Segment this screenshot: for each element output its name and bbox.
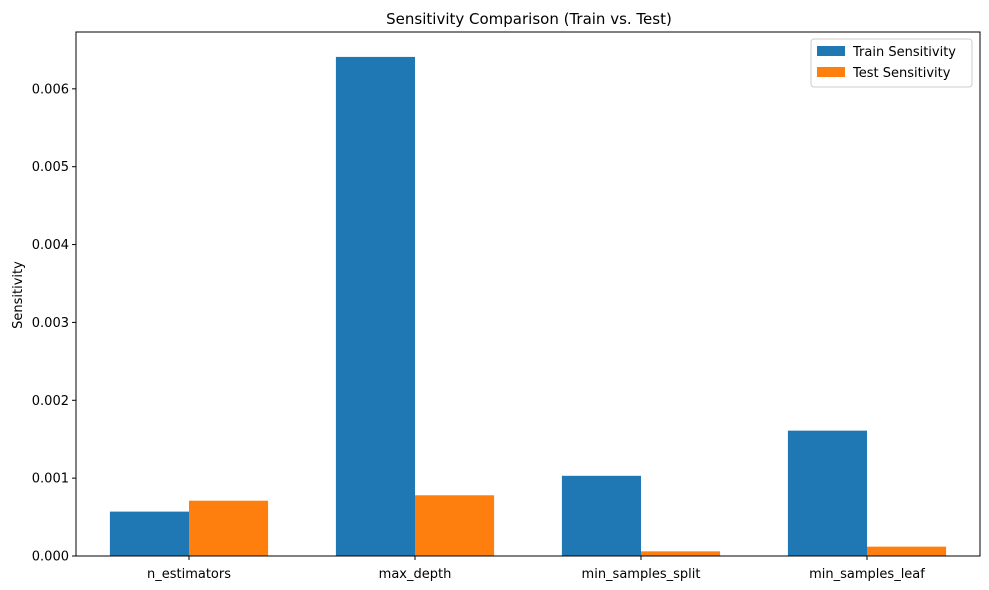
- bar-test-min-samples-leaf: [867, 546, 947, 556]
- bar-test-n-estimators: [189, 500, 269, 556]
- x-tick-label-min-samples-leaf: min_samples_leaf: [809, 567, 925, 582]
- x-tick-label-min-samples-split: min_samples_split: [582, 567, 701, 582]
- y-tick-label: 0.006: [32, 82, 69, 97]
- axes-frame: [75, 31, 981, 557]
- y-tick-label: 0.005: [32, 160, 69, 175]
- plot-area: 0.000 0.001 0.002 0.003 0.004 0.005 0.006 n_est…: [32, 31, 981, 582]
- bar-test-max-depth: [415, 495, 495, 556]
- legend-swatch-test: [817, 67, 845, 77]
- bar-train-n-estimators: [109, 511, 189, 556]
- y-axis-title: Sensitivity: [11, 261, 26, 329]
- x-tick-label-max-depth: max_depth: [379, 567, 452, 582]
- bar-train-min-samples-leaf: [787, 430, 867, 556]
- y-tick-label: 0.000: [32, 550, 69, 565]
- bar-train-min-samples-split: [561, 475, 641, 556]
- y-tick-label: 0.003: [32, 316, 69, 331]
- y-tick-label: 0.001: [32, 472, 69, 487]
- y-tick-label: 0.004: [32, 238, 69, 253]
- legend-label-test: Test Sensitivity: [852, 66, 951, 81]
- chart-title: Sensitivity Comparison (Train vs. Test): [386, 10, 672, 28]
- x-tick-label-n-estimators: n_estimators: [147, 567, 231, 582]
- bar-train-max-depth: [335, 56, 415, 556]
- legend: Train Sensitivity Test Sensitivity: [810, 38, 973, 88]
- bar-test-min-samples-split: [641, 551, 721, 556]
- legend-swatch-train: [817, 46, 845, 56]
- legend-box: [810, 38, 973, 88]
- legend-label-train: Train Sensitivity: [852, 45, 956, 60]
- y-tick-label: 0.002: [32, 394, 69, 409]
